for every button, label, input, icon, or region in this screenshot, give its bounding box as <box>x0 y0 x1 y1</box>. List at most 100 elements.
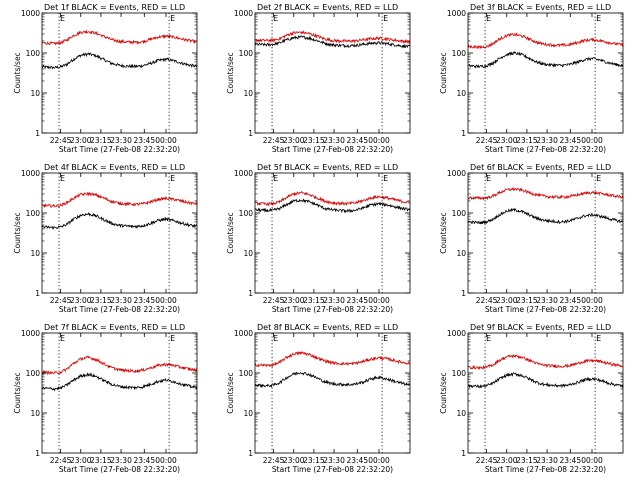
time-marker-label: E <box>596 174 601 183</box>
y-tick-label: 1 <box>461 449 466 458</box>
x-tick-label: 00:00 <box>155 456 177 465</box>
events-series-line <box>254 198 411 214</box>
x-axis-label: Start Time (27-Feb-08 22:32:20) <box>272 465 393 474</box>
time-marker-label: E <box>170 174 175 183</box>
y-tick-label: 10 <box>30 409 40 418</box>
y-axis-label: Counts/sec <box>439 212 448 253</box>
y-tick-label: 1 <box>35 449 40 458</box>
x-tick-label: 23:00 <box>283 456 305 465</box>
y-tick-label: 10 <box>243 89 253 98</box>
time-marker-label: E <box>486 14 491 23</box>
x-tick-label: 23:00 <box>70 296 92 305</box>
x-tick-label: 23:15 <box>90 136 112 145</box>
y-axis-label: Counts/sec <box>226 212 235 253</box>
time-marker-label: E <box>273 334 278 343</box>
panel-title: Det 7f BLACK = Events, RED = LLD <box>44 323 185 332</box>
plot-frame <box>467 172 624 294</box>
plot-frame <box>467 332 624 454</box>
y-tick-label: 1000 <box>21 9 40 18</box>
x-tick-label: 23:15 <box>303 136 325 145</box>
y-axis-label: Counts/sec <box>13 212 22 253</box>
panel-title: Det 3f BLACK = Events, RED = LLD <box>470 3 611 12</box>
time-marker-label: E <box>486 334 491 343</box>
x-tick-label: 22:45 <box>50 296 72 305</box>
y-tick-label: 1000 <box>447 329 466 338</box>
detector-panel-9: Det 9f BLACK = Events, RED = LLD E E 1 10 100… <box>439 323 624 474</box>
events-series-line <box>254 35 411 49</box>
events-series-line <box>467 207 624 225</box>
detector-panel-2: Det 2f BLACK = Events, RED = LLD E E 1 10 100… <box>226 3 411 154</box>
x-axis-label: Start Time (27-Feb-08 22:32:20) <box>485 145 606 154</box>
y-axis-label: Counts/sec <box>439 372 448 413</box>
x-tick-label: 23:15 <box>303 296 325 305</box>
time-marker-label: E <box>60 174 65 183</box>
x-tick-label: 23:00 <box>283 296 305 305</box>
time-marker-label: E <box>170 14 175 23</box>
detector-panel-3: Det 3f BLACK = Events, RED = LLD E E 1 10 100… <box>439 3 624 154</box>
y-tick-label: 10 <box>456 89 466 98</box>
detector-panel-7: Det 7f BLACK = Events, RED = LLD E E 1 10 100… <box>13 323 198 474</box>
events-series-line <box>467 372 624 389</box>
x-tick-label: 22:45 <box>263 296 285 305</box>
x-tick-label: 23:15 <box>516 136 538 145</box>
y-axis-label: Counts/sec <box>226 52 235 93</box>
x-tick-label: 23:00 <box>70 136 92 145</box>
events-series-line <box>41 372 198 392</box>
x-tick-label: 23:00 <box>496 136 518 145</box>
events-series-line <box>41 52 198 70</box>
y-tick-label: 1 <box>248 129 253 138</box>
detector-panel-4: Det 4f BLACK = Events, RED = LLD E E 1 10 100… <box>13 163 198 314</box>
y-tick-label: 100 <box>452 369 467 378</box>
y-tick-label: 100 <box>239 369 254 378</box>
events-series-line <box>254 371 411 388</box>
x-tick-label: 23:15 <box>90 456 112 465</box>
x-tick-label: 23:45 <box>133 296 155 305</box>
x-tick-label: 00:00 <box>155 296 177 305</box>
detector-panel-8: Det 8f BLACK = Events, RED = LLD E E 1 10 100… <box>226 323 411 474</box>
y-axis-label: Counts/sec <box>13 372 22 413</box>
y-tick-label: 1 <box>461 289 466 298</box>
lld-series-line <box>254 190 411 207</box>
plot-frame <box>41 172 198 294</box>
x-axis-label: Start Time (27-Feb-08 22:32:20) <box>59 465 180 474</box>
time-marker-label: E <box>383 174 388 183</box>
y-tick-label: 10 <box>243 409 253 418</box>
y-axis-label: Counts/sec <box>226 372 235 413</box>
y-tick-label: 1000 <box>447 9 466 18</box>
x-tick-label: 23:30 <box>536 296 558 305</box>
x-axis-label: Start Time (27-Feb-08 22:32:20) <box>272 305 393 314</box>
y-tick-label: 100 <box>239 209 254 218</box>
x-tick-label: 23:30 <box>323 136 345 145</box>
x-tick-label: 22:45 <box>476 456 498 465</box>
x-tick-label: 22:45 <box>476 296 498 305</box>
x-tick-label: 00:00 <box>368 456 390 465</box>
panel-title: Det 6f BLACK = Events, RED = LLD <box>470 163 611 172</box>
panel-title: Det 2f BLACK = Events, RED = LLD <box>257 3 398 12</box>
x-tick-label: 23:45 <box>559 136 581 145</box>
x-tick-label: 23:45 <box>346 456 368 465</box>
y-tick-label: 1000 <box>21 169 40 178</box>
y-tick-label: 100 <box>452 209 467 218</box>
y-tick-label: 1000 <box>234 9 253 18</box>
x-tick-label: 23:00 <box>70 456 92 465</box>
x-tick-label: 00:00 <box>368 136 390 145</box>
y-tick-label: 10 <box>456 409 466 418</box>
plot-frame <box>41 12 198 134</box>
plot-frame <box>254 172 411 294</box>
plot-frame <box>41 332 198 454</box>
panel-title: Det 4f BLACK = Events, RED = LLD <box>44 163 185 172</box>
time-marker-label: E <box>60 334 65 343</box>
x-tick-label: 23:15 <box>516 296 538 305</box>
y-tick-label: 1 <box>248 449 253 458</box>
lld-series-line <box>467 354 624 371</box>
y-tick-label: 10 <box>30 89 40 98</box>
time-marker-label: E <box>486 174 491 183</box>
x-tick-label: 23:00 <box>283 136 305 145</box>
y-tick-label: 1 <box>35 129 40 138</box>
panel-title: Det 8f BLACK = Events, RED = LLD <box>257 323 398 332</box>
x-tick-label: 00:00 <box>581 296 603 305</box>
time-marker-label: E <box>273 14 278 23</box>
detector-panel-1: Det 1f BLACK = Events, RED = LLD E E 1 10 100… <box>13 3 198 154</box>
x-tick-label: 23:45 <box>133 136 155 145</box>
